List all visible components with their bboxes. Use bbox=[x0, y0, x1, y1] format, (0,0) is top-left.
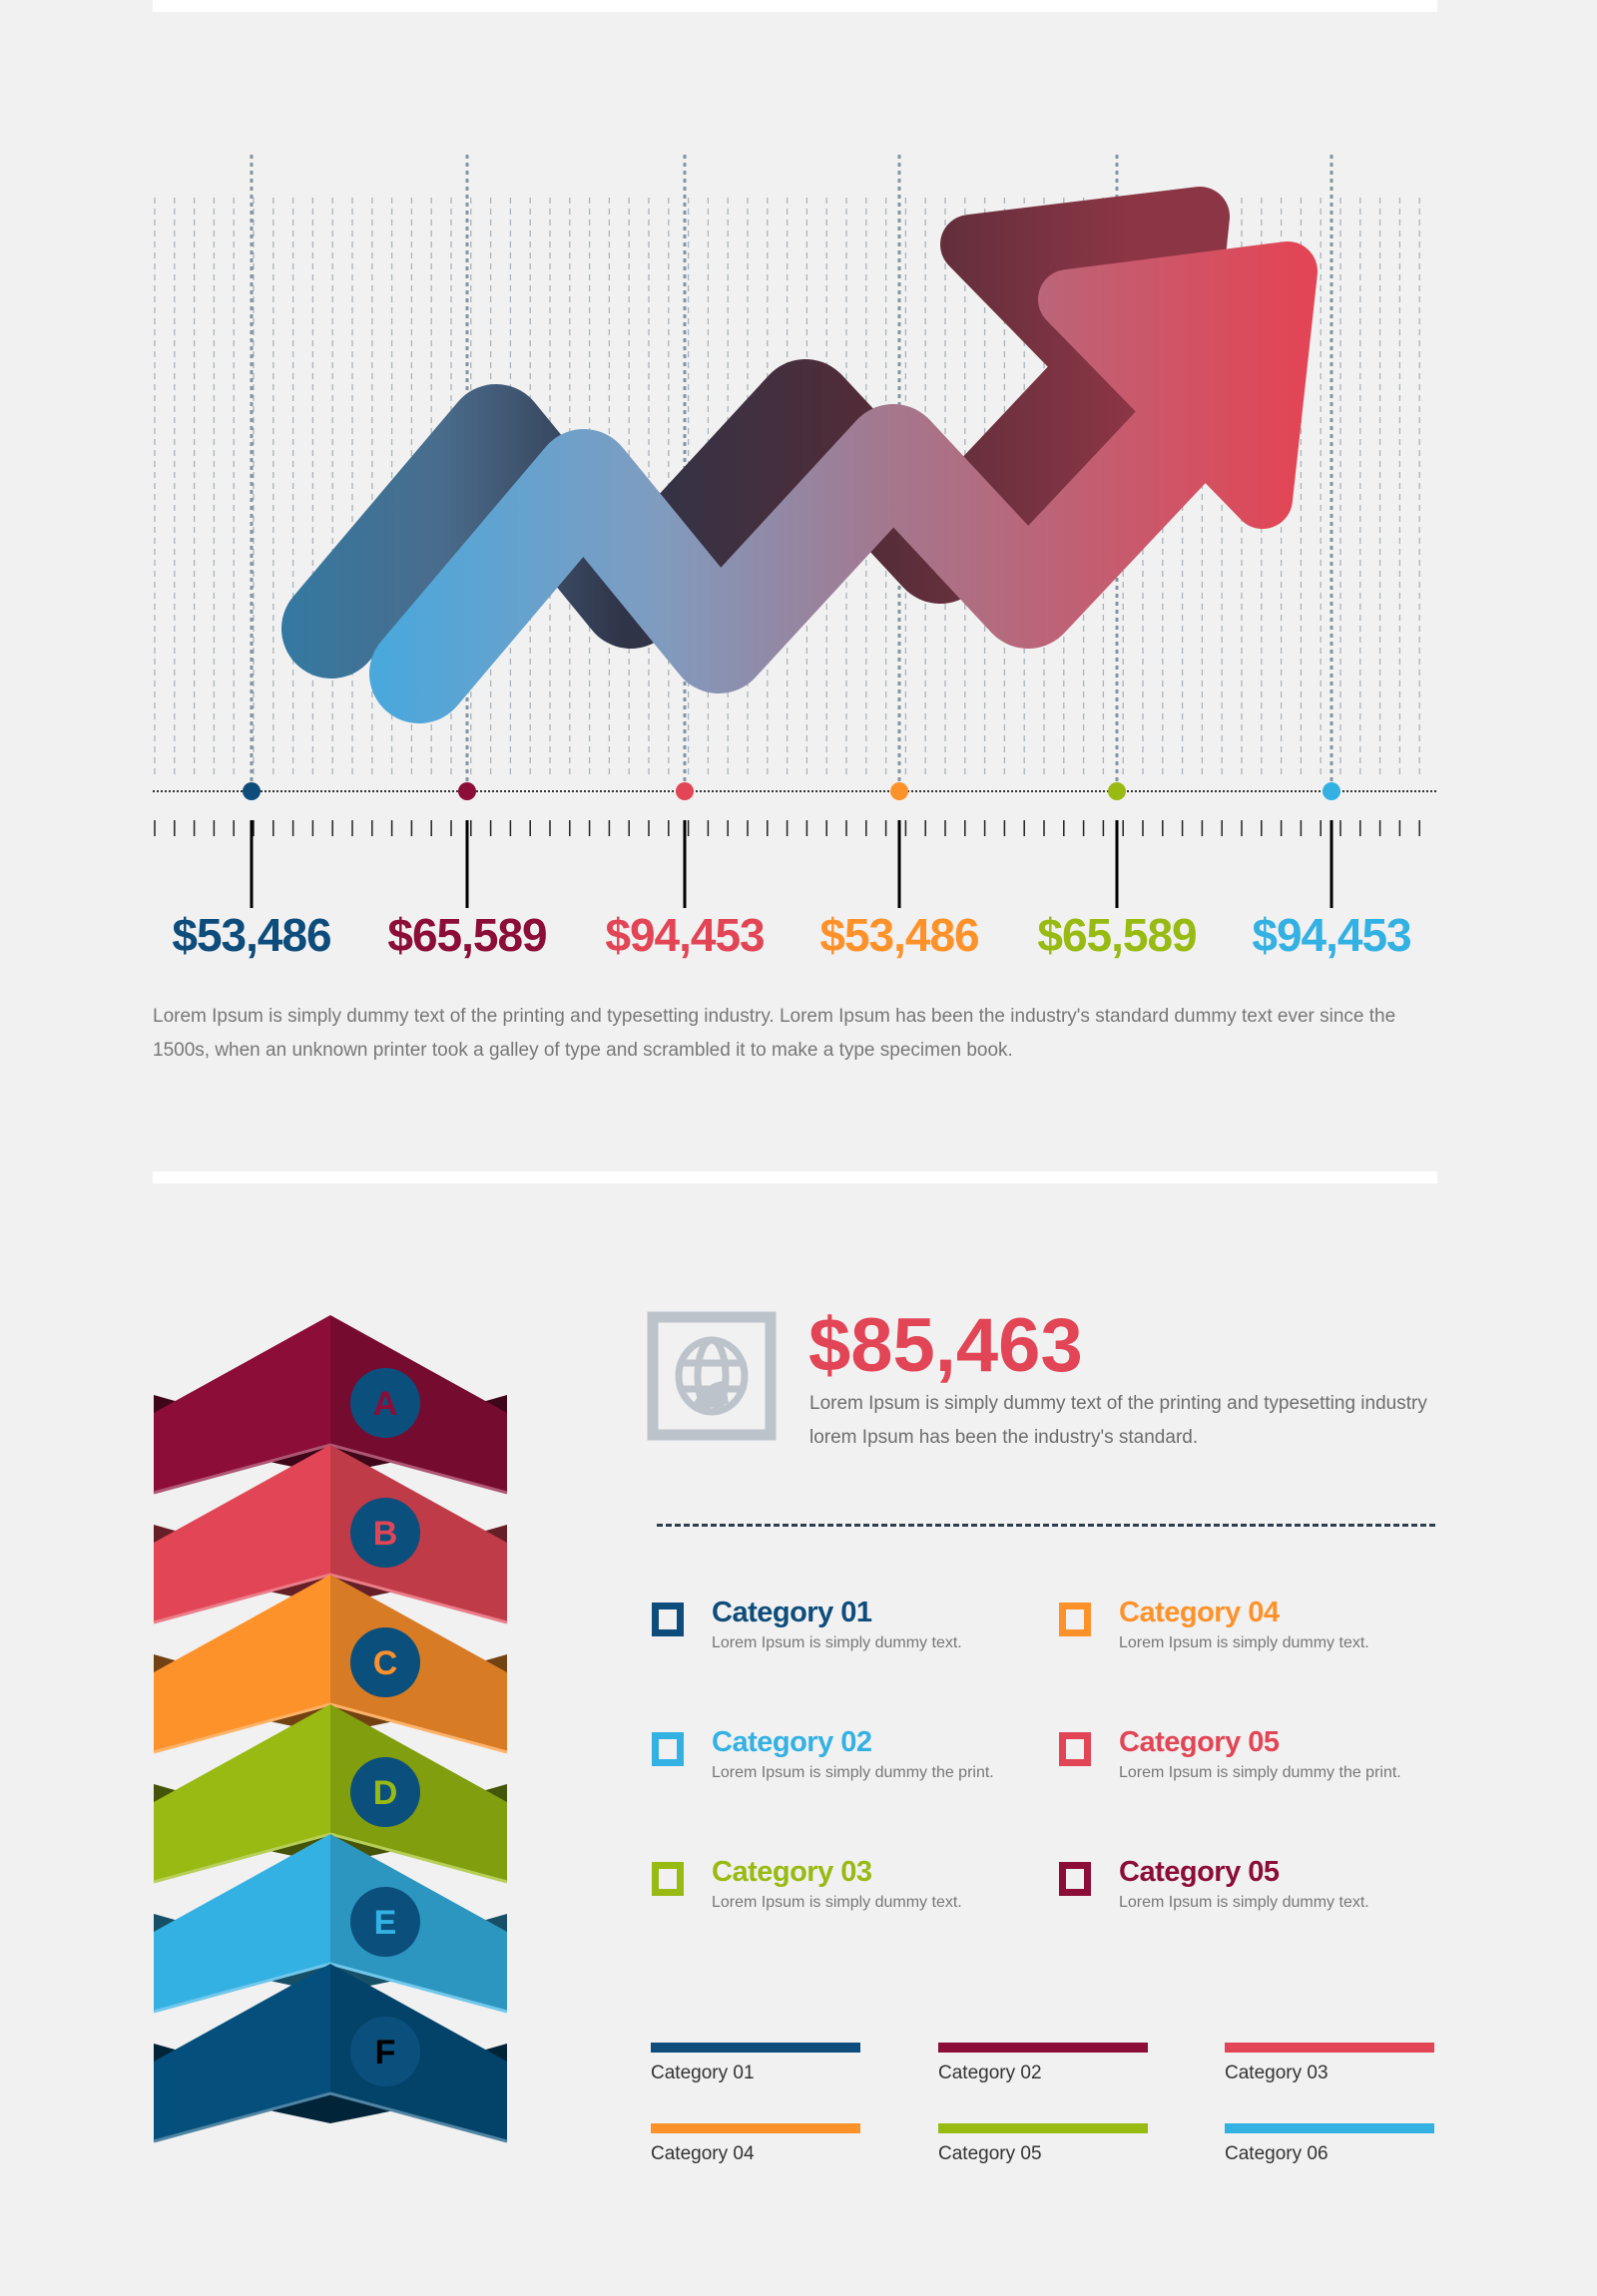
step-badge bbox=[350, 2017, 420, 2086]
legend-label: Category 02 bbox=[938, 2063, 1042, 2083]
step-f: F bbox=[153, 1964, 508, 2143]
marker-dot bbox=[1108, 782, 1126, 800]
category-title: Category 02 bbox=[712, 1726, 872, 1758]
category-square-icon bbox=[652, 1732, 684, 1766]
legend-swatch bbox=[938, 2043, 1148, 2053]
legend-swatch bbox=[938, 2123, 1148, 2133]
highlight-text: Lorem Ipsum is simply dummy text of the … bbox=[809, 1393, 1427, 1448]
legend-swatch bbox=[651, 2043, 860, 2053]
step-b: B bbox=[153, 1445, 508, 1624]
category-desc: Lorem Ipsum is simply dummy the print. bbox=[712, 1764, 994, 1781]
step-chevrons: A B C D E F bbox=[153, 1315, 508, 2143]
legend-item: Category 04 bbox=[651, 2123, 860, 2165]
value-label: $53,486 bbox=[172, 909, 331, 961]
marker-dot bbox=[1323, 782, 1340, 800]
step-d: D bbox=[153, 1704, 508, 1884]
category-square-icon bbox=[1059, 1732, 1091, 1766]
divider bbox=[657, 1524, 1435, 1527]
divider bbox=[153, 1171, 1437, 1183]
step-letter: C bbox=[373, 1644, 398, 1682]
marker-dot bbox=[676, 782, 694, 800]
divider bbox=[153, 0, 1437, 12]
legend-swatch bbox=[1225, 2043, 1434, 2053]
step-badge bbox=[350, 1757, 420, 1827]
legend-item: Category 02 bbox=[938, 2043, 1148, 2084]
step-a: A bbox=[153, 1315, 508, 1495]
category-title: Category 04 bbox=[1119, 1597, 1280, 1628]
category-desc: Lorem Ipsum is simply dummy text. bbox=[712, 1634, 962, 1651]
category-square-icon bbox=[652, 1603, 684, 1636]
legend-item: Category 03 bbox=[1225, 2043, 1434, 2084]
category-square-icon bbox=[1059, 1603, 1091, 1636]
category-desc: Lorem Ipsum is simply dummy the print. bbox=[1119, 1764, 1401, 1781]
category-title: Category 05 bbox=[1119, 1726, 1280, 1758]
legend-label: Category 03 bbox=[1225, 2063, 1329, 2083]
marker-dot bbox=[243, 782, 261, 800]
step-e: E bbox=[153, 1834, 508, 2014]
value-label: $65,589 bbox=[1037, 909, 1197, 961]
legend-item: Category 05 bbox=[938, 2123, 1148, 2165]
category-square-icon bbox=[652, 1862, 684, 1896]
step-badge bbox=[350, 1627, 420, 1697]
step-badge bbox=[350, 1498, 420, 1568]
value-label: $94,453 bbox=[1252, 909, 1411, 961]
category-title: Category 03 bbox=[712, 1856, 872, 1888]
legend-item: Category 06 bbox=[1225, 2123, 1434, 2165]
category-desc: Lorem Ipsum is simply dummy text. bbox=[1119, 1894, 1369, 1911]
growth-arrow-chart bbox=[153, 155, 1437, 908]
value-label: $53,486 bbox=[819, 909, 979, 961]
legend-label: Category 05 bbox=[938, 2143, 1042, 2164]
category-title: Category 05 bbox=[1119, 1856, 1280, 1888]
legend-label: Category 01 bbox=[651, 2063, 755, 2083]
step-letter: B bbox=[373, 1515, 398, 1553]
legend-label: Category 06 bbox=[1225, 2143, 1329, 2164]
category-title: Category 01 bbox=[712, 1597, 872, 1628]
legend-swatch bbox=[1225, 2123, 1434, 2133]
step-letter: D bbox=[373, 1774, 398, 1812]
category-desc: Lorem Ipsum is simply dummy text. bbox=[712, 1894, 962, 1911]
marker-dot bbox=[890, 782, 908, 800]
legend-label: Category 04 bbox=[651, 2143, 755, 2164]
legend-swatch bbox=[651, 2123, 860, 2133]
category-desc: Lorem Ipsum is simply dummy text. bbox=[1119, 1634, 1369, 1651]
value-label: $65,589 bbox=[387, 909, 547, 961]
category-square-icon bbox=[1059, 1862, 1091, 1896]
marker-dot bbox=[458, 782, 476, 800]
globe-icon bbox=[647, 1311, 777, 1441]
step-badge bbox=[350, 1368, 420, 1438]
step-letter: A bbox=[373, 1385, 398, 1423]
step-c: C bbox=[153, 1575, 508, 1754]
highlight-amount: $85,463 bbox=[808, 1303, 1083, 1388]
arrow-front bbox=[369, 241, 1318, 723]
step-letter: F bbox=[375, 2034, 396, 2071]
step-badge bbox=[350, 1887, 420, 1957]
legend-item: Category 01 bbox=[651, 2043, 860, 2084]
value-label: $94,453 bbox=[605, 909, 765, 961]
step-letter: E bbox=[374, 1904, 397, 1942]
description: Lorem Ipsum is simply dummy text of the … bbox=[153, 1006, 1396, 1061]
